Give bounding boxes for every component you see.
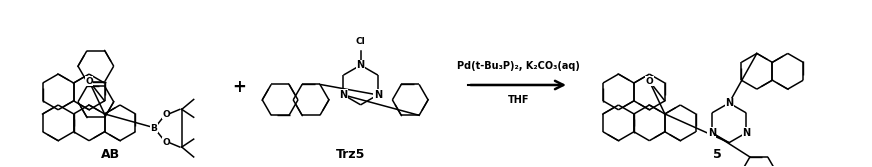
- Text: N: N: [725, 98, 733, 108]
- Text: 5: 5: [713, 148, 722, 161]
- Text: N: N: [708, 128, 716, 138]
- Text: N: N: [339, 90, 348, 100]
- Text: N: N: [742, 128, 750, 138]
- Text: Cl: Cl: [356, 37, 365, 46]
- Text: O: O: [645, 77, 653, 86]
- Text: O: O: [162, 138, 170, 147]
- Text: O: O: [85, 77, 93, 86]
- Text: B: B: [151, 124, 158, 133]
- Text: N: N: [374, 90, 382, 100]
- Text: N: N: [357, 60, 364, 70]
- Text: Trz5: Trz5: [336, 148, 365, 161]
- Text: THF: THF: [508, 95, 529, 105]
- Text: +: +: [233, 78, 247, 96]
- Text: O: O: [162, 110, 170, 119]
- Text: AB: AB: [101, 148, 120, 161]
- Text: Pd(t-Bu₃P)₂, K₂CO₃(aq): Pd(t-Bu₃P)₂, K₂CO₃(aq): [457, 61, 580, 71]
